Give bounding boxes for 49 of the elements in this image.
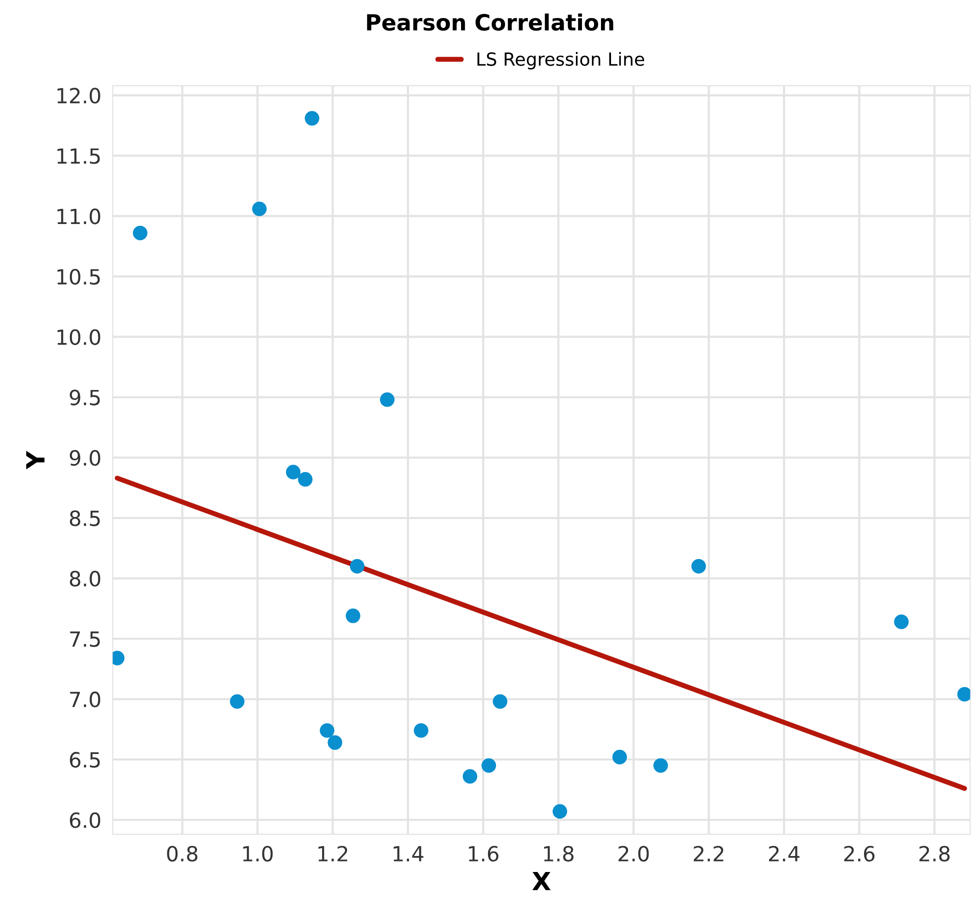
point — [298, 472, 313, 487]
y-tick-label: 8.0 — [70, 570, 100, 587]
y-tick-label: 10.0 — [57, 329, 100, 346]
point — [482, 758, 496, 773]
y-tick-label: 7.0 — [70, 692, 100, 708]
point — [286, 464, 301, 480]
x-tick-label: 1.0 — [243, 846, 273, 862]
x-tick-label: 2.2 — [694, 846, 724, 862]
y-tick-label: 6.5 — [70, 752, 100, 768]
y-tick-label: 9.5 — [70, 390, 100, 406]
point — [320, 723, 334, 738]
x-tick-label: 1.4 — [394, 846, 424, 862]
x-axis-title: X — [532, 872, 551, 890]
point — [350, 559, 364, 574]
x-tick-label: 2.6 — [844, 846, 875, 862]
y-tick-label: 9.0 — [70, 450, 100, 466]
point — [346, 608, 360, 624]
point — [552, 804, 568, 819]
point — [462, 769, 478, 784]
point — [492, 694, 508, 709]
point — [957, 686, 970, 702]
point — [304, 111, 320, 126]
point — [328, 735, 342, 750]
point — [380, 392, 395, 407]
chart-title: Pearson Correlation — [367, 14, 614, 31]
y-tick-label: 7.5 — [70, 631, 100, 647]
x-tick-label: 2.4 — [768, 846, 800, 862]
y-tick-label: 10.5 — [57, 268, 100, 285]
x-tick-label: 1.6 — [468, 846, 498, 862]
x-tick-label: 1.2 — [318, 846, 348, 862]
y-tick-label: 6.0 — [70, 812, 100, 828]
point — [691, 559, 706, 574]
point — [230, 694, 244, 709]
y-tick-label: 11.0 — [57, 208, 100, 224]
y-tick-label: 12.0 — [57, 88, 100, 104]
x-tick-label: 0.8 — [167, 846, 198, 862]
legend-label: LS Regression Line — [477, 52, 644, 70]
x-tick-label: 2.0 — [618, 846, 649, 862]
y-tick-label: 11.5 — [57, 148, 100, 164]
point — [653, 758, 668, 773]
y-axis-title: Y — [26, 450, 44, 470]
y-tick-label: 8.5 — [70, 510, 100, 526]
point — [894, 614, 909, 630]
x-tick-label: 1.8 — [544, 846, 574, 862]
point — [612, 750, 627, 764]
point — [252, 202, 267, 216]
point — [414, 723, 428, 738]
x-tick-label: 2.8 — [919, 846, 950, 862]
point — [132, 226, 148, 240]
